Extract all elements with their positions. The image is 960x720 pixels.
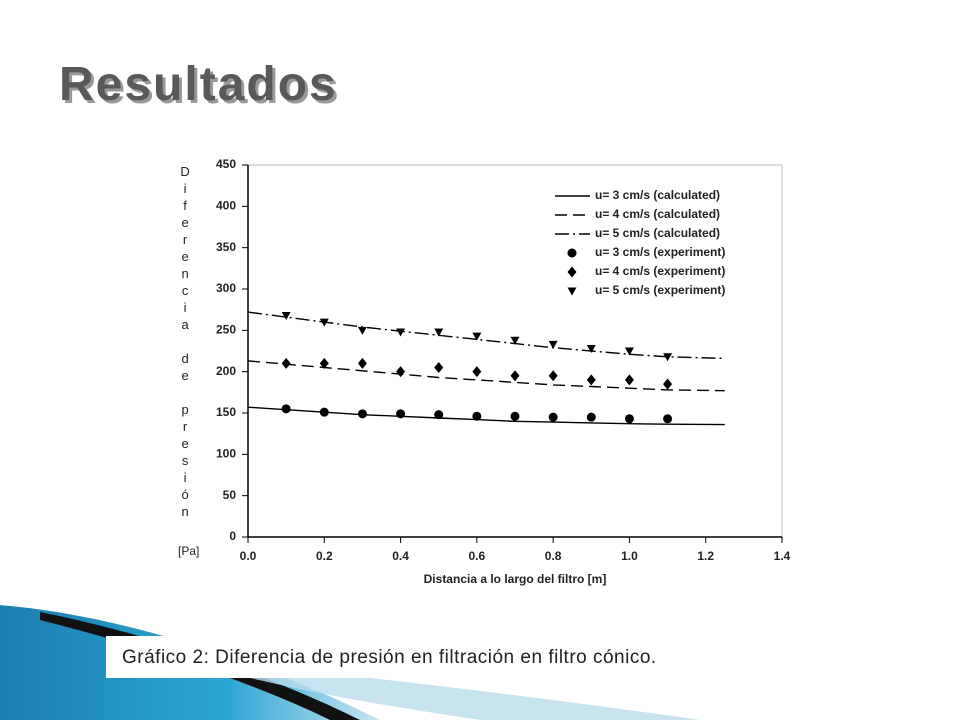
data-point (548, 412, 558, 422)
data-point (357, 326, 367, 335)
y-tick-label: 50 (223, 488, 237, 502)
data-point (624, 374, 634, 386)
data-point (624, 414, 634, 424)
data-point (357, 409, 367, 419)
data-point (472, 366, 482, 378)
data-point (396, 328, 406, 337)
x-tick-label: 0.0 (240, 549, 257, 563)
x-tick-label: 0.6 (469, 549, 486, 563)
data-point (319, 407, 329, 417)
y-tick-label: 450 (216, 157, 236, 171)
data-point (472, 411, 482, 421)
y-tick-label: 0 (229, 529, 236, 543)
caption-box (106, 636, 846, 678)
data-point (586, 345, 596, 354)
legend-marker (567, 266, 577, 278)
x-tick-label: 0.4 (392, 549, 409, 563)
series-line (247, 311, 725, 360)
y-tick-label: 200 (216, 364, 236, 378)
data-point (663, 378, 673, 390)
legend-marker (567, 287, 577, 296)
slide-title: Resultados (59, 58, 338, 111)
y-tick-label: 350 (216, 240, 236, 254)
x-tick-label: 0.8 (545, 549, 562, 563)
data-point (396, 366, 406, 378)
y-tick-label: 400 (216, 199, 236, 213)
plot-area: 0 50 100 150 200 250 300 350 400 450 0.0 0.2 0.4 0.6 0… (216, 157, 791, 563)
data-point (434, 410, 444, 420)
title-shadow: Resultados (62, 61, 341, 114)
data-point (586, 412, 596, 422)
legend-label: u= 4 cm/s (experiment) (595, 264, 725, 278)
y-tick-label: 150 (216, 405, 236, 419)
y-tick-label: 300 (216, 281, 236, 295)
data-point (472, 332, 482, 341)
x-tick-label: 1.0 (621, 549, 638, 563)
x-axis-label: Distancia a lo largo del filtro [m] (424, 572, 607, 586)
legend-marker (567, 248, 577, 258)
legend-label: u= 5 cm/s (experiment) (595, 283, 725, 297)
x-tick-label: 0.2 (316, 549, 333, 563)
x-tick-label: 1.2 (697, 549, 714, 563)
data-point (396, 409, 406, 419)
data-point (510, 336, 520, 345)
data-point (510, 370, 520, 382)
data-point (281, 357, 291, 369)
data-point (586, 374, 596, 386)
y-axis-unit: [Pa] (178, 544, 199, 558)
legend-label: u= 3 cm/s (calculated) (595, 188, 720, 202)
data-point (510, 411, 520, 421)
data-point (319, 357, 329, 369)
data-point (281, 404, 291, 414)
caption: Gráfico 2: Diferencia de presión en filt… (122, 647, 657, 668)
y-axis-label: Diferencia de presión (178, 164, 193, 521)
data-point (281, 311, 291, 320)
data-point (434, 328, 444, 337)
data-point (357, 357, 367, 369)
data-point (434, 362, 444, 374)
data-point (663, 414, 673, 424)
data-point (548, 370, 558, 382)
data-point (548, 340, 558, 349)
legend-label: u= 4 cm/s (calculated) (595, 207, 720, 221)
legend-label: u= 5 cm/s (calculated) (595, 226, 720, 240)
y-tick-label: 100 (216, 447, 236, 461)
data-point (319, 318, 329, 327)
series-line (247, 360, 725, 392)
y-tick-label: 250 (216, 323, 236, 337)
data-point (663, 353, 673, 362)
legend-label: u= 3 cm/s (experiment) (595, 245, 725, 259)
data-point (624, 347, 634, 356)
x-tick-label: 1.4 (774, 549, 791, 563)
series-line (247, 406, 725, 426)
